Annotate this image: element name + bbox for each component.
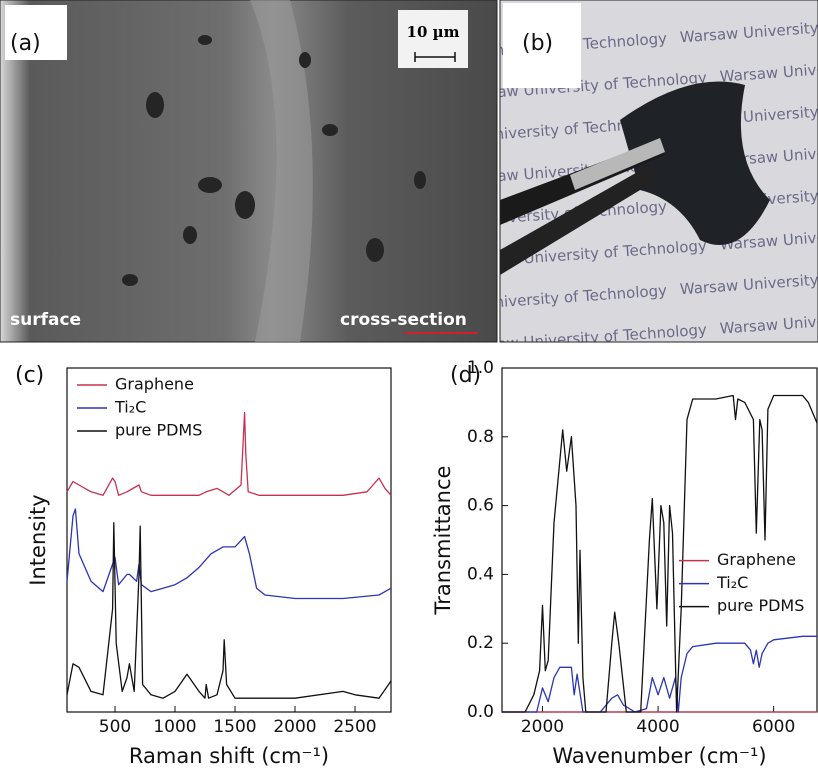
y-tick-label: 0.4 <box>467 564 494 584</box>
x-tick-label: 2000 <box>273 717 316 737</box>
x-tick-label: 2500 <box>333 717 376 737</box>
y-tick-label: 0.6 <box>467 496 494 516</box>
x-tick-label: 2000 <box>521 717 564 737</box>
y-tick-label: 0.8 <box>467 427 494 447</box>
x-tick-label: 1000 <box>153 717 196 737</box>
legend-label: pure PDMS <box>115 421 202 440</box>
figure: (a) 10 µm surface cross-section Warsaw U… <box>0 0 818 773</box>
panel-label: (b) <box>522 31 553 56</box>
page: {"photos": { "photo_a": {"label": "(a)",… <box>0 0 818 777</box>
y-axis-title: Intensity <box>26 494 50 585</box>
y-axis-title: Transmittance <box>431 466 455 616</box>
panel-label: (a) <box>10 31 41 56</box>
surface-label: surface <box>10 310 81 330</box>
panel-label: (d) <box>450 363 481 388</box>
x-axis-title: Raman shift (cm⁻¹) <box>129 744 329 768</box>
x-axis-title: Wavenumber (cm⁻¹) <box>552 744 766 768</box>
panel-label: (c) <box>15 363 44 388</box>
legend-label: Ti₂C <box>716 573 748 592</box>
scale-bar-label: 10 µm <box>407 23 460 41</box>
y-tick-label: 0.2 <box>467 633 494 653</box>
legend-label: Graphene <box>717 550 796 569</box>
photo-a: (a) 10 µm surface cross-section <box>0 0 497 342</box>
legend-label: pure PDMS <box>717 596 804 615</box>
cross-section-label: cross-section <box>340 310 467 330</box>
legend-label: Graphene <box>115 375 194 394</box>
series-line <box>67 523 391 698</box>
legend-label: Ti₂C <box>114 398 146 417</box>
x-tick-label: 500 <box>99 717 131 737</box>
x-tick-label: 4000 <box>636 717 679 737</box>
y-tick-label: 0.0 <box>467 702 494 722</box>
x-tick-label: 6000 <box>752 717 795 737</box>
x-tick-label: 1500 <box>213 717 256 737</box>
